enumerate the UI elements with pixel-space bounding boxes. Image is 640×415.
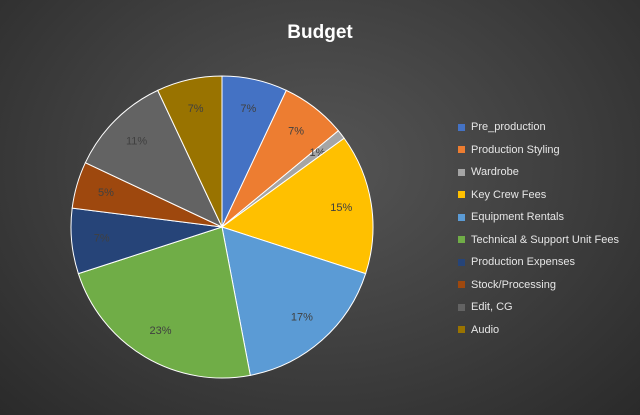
legend-swatch	[458, 191, 465, 199]
slice-label-technical-support-unit-fees: 23%	[149, 325, 171, 337]
legend-label: Production Styling	[471, 143, 560, 156]
legend-swatch	[458, 168, 465, 176]
pie-slice-technical-support-unit-fees	[77, 226, 251, 379]
slice-label-equipment-rentals: 17%	[291, 312, 313, 324]
legend-label: Edit, CG	[471, 301, 513, 314]
legend-swatch	[458, 281, 465, 289]
legend-item-production-expenses: Production Expenses	[458, 251, 619, 274]
legend-item-production-styling: Production Styling	[458, 139, 619, 162]
legend-item-technical-support-unit-fees: Technical & Support Unit Fees	[458, 229, 619, 252]
legend-item-edit-cg: Edit, CG	[458, 296, 619, 319]
legend-swatch	[458, 258, 465, 266]
slice-label-production-styling: 7%	[288, 125, 304, 137]
slice-label-pre-production: 7%	[240, 103, 256, 115]
legend-item-audio: Audio	[458, 319, 619, 342]
legend-swatch	[458, 236, 465, 244]
slice-label-key-crew-fees: 15%	[330, 202, 352, 214]
legend-item-equipment-rentals: Equipment Rentals	[458, 206, 619, 229]
legend-item-key-crew-fees: Key Crew Fees	[458, 184, 619, 207]
pie-slice-edit-cg	[84, 89, 224, 229]
legend-label: Stock/Processing	[471, 278, 556, 291]
slice-label-edit-cg: 11%	[126, 135, 147, 147]
legend-label: Equipment Rentals	[471, 211, 564, 224]
legend-label: Production Expenses	[471, 256, 575, 269]
legend-item-pre-production: Pre_production	[458, 116, 619, 139]
chart-legend: Pre_production Production Styling Wardrobe…	[458, 116, 619, 341]
slice-label-stock-processing: 5%	[98, 187, 114, 199]
legend-item-wardrobe: Wardrobe	[458, 161, 619, 184]
legend-swatch	[458, 213, 465, 221]
pie-slice-audio	[157, 75, 223, 228]
pie-slice-equipment-rentals	[221, 226, 367, 376]
chart-title: Budget	[287, 22, 353, 43]
legend-label: Pre_production	[471, 121, 546, 134]
pie-slice-key-crew-fees	[220, 137, 374, 275]
slice-label-audio: 7%	[188, 103, 204, 115]
legend-swatch	[458, 146, 465, 154]
legend-swatch	[458, 326, 465, 334]
legend-label: Key Crew Fees	[471, 188, 547, 201]
legend-label: Wardrobe	[471, 166, 519, 179]
legend-label: Audio	[471, 323, 500, 336]
legend-swatch	[458, 303, 465, 311]
legend-item-stock-processing: Stock/Processing	[458, 274, 619, 297]
slice-label-production-expenses: 7%	[94, 232, 110, 244]
legend-swatch	[458, 123, 465, 131]
legend-label: Technical & Support Unit Fees	[471, 233, 619, 246]
